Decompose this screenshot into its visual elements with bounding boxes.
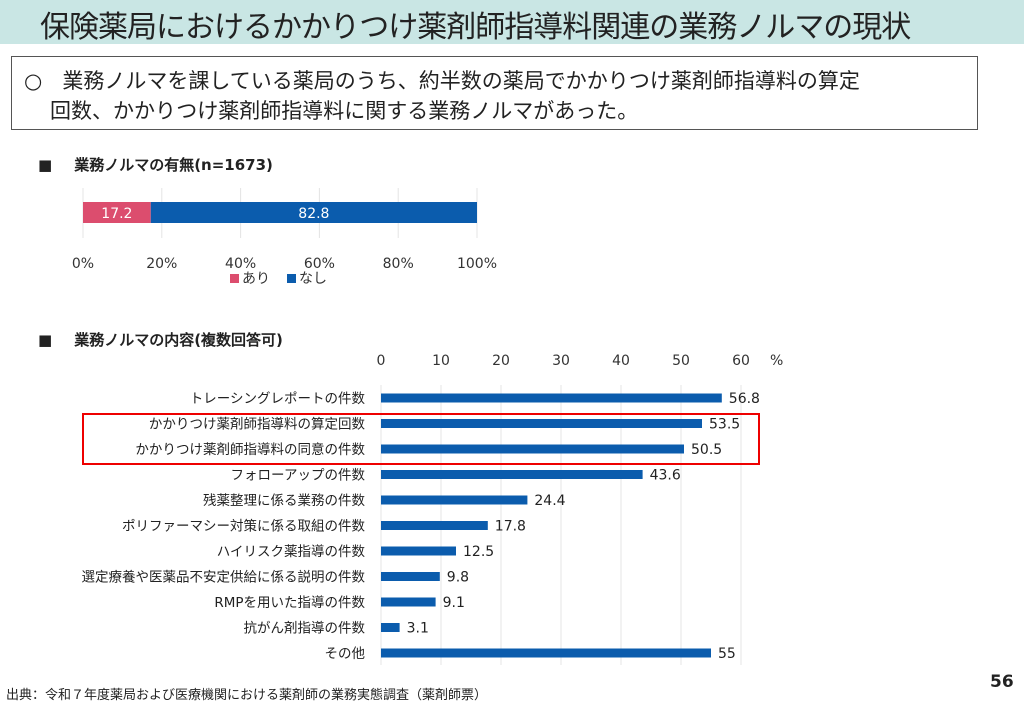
category-label: RMPを用いた指導の件数 [214, 595, 365, 611]
x-tick-label: 40% [225, 256, 256, 272]
bar [381, 623, 400, 632]
bar [381, 597, 436, 607]
section-title-2: ■ 業務ノルマの内容(複数回答可) [38, 329, 283, 350]
data-label: 3.1 [407, 621, 429, 637]
category-label: かかりつけ薬剤師指導料の同意の件数 [135, 441, 365, 458]
section-title-1: ■ 業務ノルマの有無(n=1673) [38, 154, 273, 175]
source-note: 出典：令和７年度薬局および医療機関における薬剤師の業務実態調査（薬剤師票） [6, 688, 488, 703]
bullet-circle: ○ [24, 69, 43, 93]
x-tick-label: 60 [732, 353, 750, 369]
category-label: 抗がん剤指導の件数 [244, 621, 366, 637]
category-label: トレーシングレポートの件数 [190, 391, 366, 407]
bar [381, 393, 722, 403]
data-label: 17.8 [495, 519, 526, 535]
page-number: 56 [990, 672, 1014, 692]
bar [381, 521, 488, 530]
x-tick-label: 30 [552, 353, 570, 369]
x-tick-label: 40 [612, 353, 630, 369]
chart1-title: 業務ノルマの有無(n=1673) [74, 156, 273, 174]
data-label: 17.2 [101, 206, 132, 222]
x-tick-label: 0 [377, 353, 386, 369]
bar-segment-no [150, 202, 477, 223]
chart2-title: 業務ノルマの内容(複数回答可) [74, 331, 283, 349]
summary-line-2: 回数、かかりつけ薬剤師指導料に関する業務ノルマがあった。 [50, 99, 639, 123]
data-label: 9.1 [443, 595, 465, 611]
summary-box: ○ 業務ノルマを課している薬局のうち、約半数の薬局でかかりつけ薬剤師指導料の算定 … [11, 56, 978, 130]
data-label: 12.5 [463, 544, 494, 560]
bar [381, 444, 684, 454]
bar-segment-yes [83, 202, 151, 223]
x-tick-label: 50 [672, 353, 690, 369]
category-label: ハイリスク薬指導の件数 [217, 544, 366, 560]
category-label: 残薬整理に係る業務の件数 [203, 493, 365, 509]
title-bar: 保険薬局におけるかかりつけ薬剤師指導料関連の業務ノルマの現状 [0, 0, 1024, 45]
highlight-box [82, 413, 760, 465]
bar [381, 572, 440, 581]
bar [381, 495, 528, 505]
x-tick-label: 0% [72, 256, 94, 272]
x-tick-label: 20% [146, 256, 177, 272]
category-label: その他 [325, 646, 366, 662]
square-bullet-icon: ■ [38, 331, 53, 349]
data-label: 56.8 [729, 391, 760, 407]
category-label: かかりつけ薬剤師指導料の算定回数 [149, 417, 366, 433]
bar [381, 419, 702, 428]
legend-swatch [230, 274, 239, 283]
x-tick-label: 10 [432, 353, 450, 369]
category-label: 選定療養や医薬品不安定供給に係る説明の件数 [82, 569, 366, 586]
bar [381, 470, 643, 479]
x-tick-label: 100% [457, 256, 497, 272]
bar [381, 546, 456, 556]
data-label: 53.5 [709, 417, 740, 433]
data-label: 55 [718, 646, 736, 662]
page-title: 保険薬局におけるかかりつけ薬剤師指導料関連の業務ノルマの現状 [40, 10, 911, 45]
x-tick-label: 80% [383, 256, 414, 272]
legend-label: あり [242, 271, 270, 287]
unit-label: % [770, 353, 783, 369]
bar [381, 648, 711, 658]
legend-swatch [287, 274, 296, 283]
category-label: フォローアップの件数 [231, 468, 366, 484]
square-bullet-icon: ■ [38, 156, 53, 174]
x-tick-label: 20 [492, 353, 510, 369]
x-tick-label: 60% [304, 256, 335, 272]
legend-label: なし [299, 271, 327, 287]
data-label: 82.8 [298, 206, 329, 222]
data-label: 50.5 [691, 442, 722, 458]
category-label: ポリファーマシー対策に係る取組の件数 [122, 518, 365, 535]
data-label: 24.4 [534, 493, 565, 509]
summary-line-1: 業務ノルマを課している薬局のうち、約半数の薬局でかかりつけ薬剤師指導料の算定 [62, 69, 860, 93]
data-label: 43.6 [650, 468, 681, 484]
data-label: 9.8 [447, 570, 469, 586]
